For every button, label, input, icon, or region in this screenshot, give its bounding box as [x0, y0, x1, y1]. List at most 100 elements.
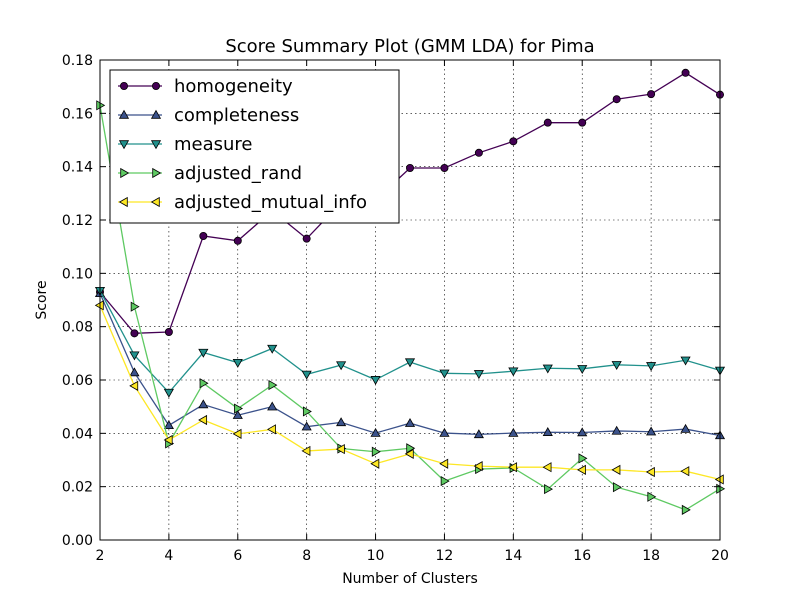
y-axis-title: Score: [34, 280, 50, 319]
data-point: [163, 420, 174, 430]
legend-marker: [151, 82, 160, 91]
y-tick-label: 0.16: [62, 106, 93, 122]
y-tick-label: 0.08: [62, 320, 93, 336]
legend-marker: [120, 82, 129, 91]
data-point: [301, 421, 312, 431]
data-point: [302, 406, 312, 417]
data-point: [646, 362, 657, 372]
series-adjusted-rand: [96, 100, 726, 515]
plot-frame: [99, 59, 721, 541]
data-point: [234, 403, 243, 414]
legend: homogeneity completeness measure adjusted_r…: [109, 69, 400, 224]
x-tick-label: 2: [96, 548, 105, 564]
data-point: [370, 376, 381, 385]
data-point: [714, 474, 724, 485]
data-point: [94, 300, 104, 311]
data-point: [404, 417, 416, 427]
data-point: [199, 231, 208, 240]
data-point: [647, 491, 657, 502]
data-point: [267, 424, 276, 435]
x-tick-label: 18: [642, 548, 660, 564]
legend-item: adjusted_mutual_info: [118, 192, 367, 213]
legend-marker: [152, 167, 162, 179]
data-point: [406, 443, 416, 454]
legend-item: homogeneity: [118, 76, 293, 97]
x-tick-label: 20: [711, 548, 729, 564]
data-point: [439, 369, 450, 379]
data-point: [163, 434, 173, 446]
legend-marker: [118, 196, 128, 208]
data-point: [612, 95, 621, 104]
data-point: [473, 461, 483, 472]
data-point: [129, 380, 139, 391]
data-point: [611, 464, 621, 475]
axis-ticks: 2 4 6 8 10 12 14 16 18 20 0.00 0.02 0.04 0.06 0.08 0.10…: [62, 53, 729, 564]
data-point: [542, 364, 553, 374]
x-axis-title: Number of Clusters: [342, 571, 478, 587]
legend-marker: [150, 140, 162, 150]
x-tick-label: 16: [573, 548, 591, 564]
y-tick-label: 0.12: [62, 213, 93, 229]
data-point: [129, 367, 140, 377]
legend-item: adjusted_rand: [118, 163, 302, 184]
data-point: [267, 344, 278, 354]
x-tick-label: 10: [367, 548, 385, 564]
data-point: [232, 358, 243, 368]
data-point: [439, 458, 449, 469]
legend-marker: [150, 196, 160, 208]
legend-label: homogeneity: [174, 76, 293, 97]
data-point: [336, 361, 347, 371]
data-point: [681, 68, 690, 77]
legend-marker: [120, 167, 130, 179]
data-point: [335, 443, 345, 455]
data-point: [611, 425, 622, 435]
data-point: [440, 163, 449, 172]
data-point: [508, 367, 519, 377]
legend-marker: [118, 109, 130, 119]
data-point: [336, 417, 347, 427]
data-point: [646, 426, 657, 436]
data-point: [611, 361, 622, 371]
data-point: [612, 482, 622, 493]
data-point: [680, 466, 690, 477]
data-point: [232, 409, 243, 419]
data-point: [577, 365, 588, 375]
data-point: [164, 327, 173, 336]
y-tick-label: 0.02: [62, 480, 93, 496]
x-tick-label: 12: [436, 548, 454, 564]
data-point: [473, 370, 484, 380]
data-point: [542, 427, 553, 436]
y-tick-label: 0.18: [62, 53, 93, 69]
y-tick-label: 0.06: [62, 373, 93, 389]
data-point: [680, 423, 691, 433]
data-point: [233, 236, 242, 245]
series-measure: [94, 286, 726, 398]
data-point: [404, 358, 416, 368]
data-point: [681, 504, 691, 515]
x-tick-label: 14: [504, 548, 522, 564]
legend-label: completeness: [174, 105, 299, 126]
y-tick-label: 0.00: [62, 533, 93, 549]
data-point: [473, 429, 484, 439]
data-point: [543, 118, 552, 127]
legend-label: measure: [174, 134, 253, 155]
data-point: [301, 370, 312, 380]
data-point: [198, 399, 209, 409]
data-point: [508, 427, 519, 437]
x-tick-label: 8: [302, 548, 311, 564]
data-point: [129, 351, 140, 361]
data-point: [301, 445, 311, 457]
data-point: [509, 137, 518, 146]
data-point: [199, 378, 209, 389]
data-point: [371, 446, 381, 457]
legend-item: measure: [118, 134, 253, 155]
data-point: [439, 427, 450, 437]
legend-box: [109, 69, 400, 224]
data-point: [268, 379, 278, 391]
data-point: [577, 464, 586, 475]
data-point: [508, 462, 518, 473]
data-point: [578, 453, 588, 464]
grid: [100, 60, 720, 540]
series-adjusted-mutual-info: [94, 300, 724, 485]
